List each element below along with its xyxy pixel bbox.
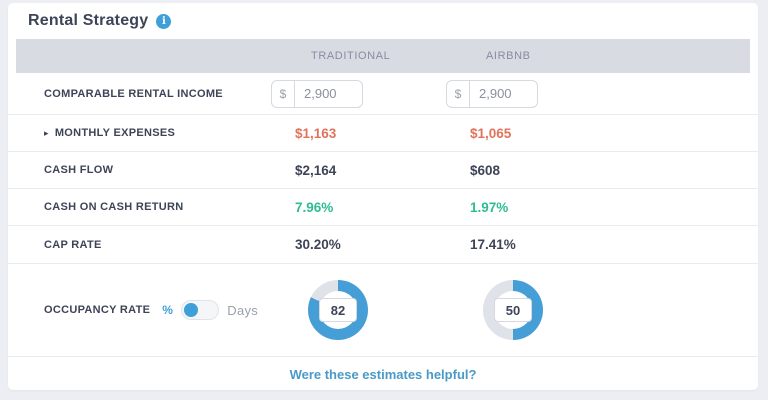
occupancy-donut-airbnb: 50 [483,280,543,340]
row-monthly-expenses[interactable]: ▸ MONTHLY EXPENSES $1,163 $1,065 [8,115,758,152]
expenses-value-traditional: $1,163 [295,125,337,141]
cap-rate-value-traditional: 30.20% [295,237,341,252]
occupancy-label-group: OCCUPANCY RATE % Days [44,300,271,320]
row-cash-on-cash-return: CASH ON CASH RETURN 7.96% 1.97% [8,189,758,226]
row-occupancy-rate: OCCUPANCY RATE % Days 82 50 [8,264,758,357]
toggle-knob[interactable] [184,303,199,317]
card-header: Rental Strategy i [8,3,758,39]
row-label-text: OCCUPANCY RATE [44,304,151,316]
estimates-helpful-link[interactable]: Were these estimates helpful? [289,367,477,382]
income-cell-traditional: $ [271,79,446,108]
coc-value-airbnb: 1.97% [470,199,509,215]
income-input-traditional[interactable]: $ [271,79,363,108]
page-title: Rental Strategy [28,12,149,29]
expand-caret-icon[interactable]: ▸ [44,127,49,138]
row-label: CASH ON CASH RETURN [44,201,184,213]
income-input-airbnb[interactable]: $ [446,79,538,108]
income-cell-airbnb: $ [446,79,621,108]
occupancy-donut-traditional: 82 [308,280,368,340]
income-field-traditional[interactable] [295,86,362,101]
cap-rate-value-airbnb: 17.41% [470,237,516,252]
occupancy-input-traditional[interactable]: 82 [319,298,357,322]
row-label-text: MONTHLY EXPENSES [54,127,176,139]
footer: Were these estimates helpful? [8,357,758,392]
row-label: COMPARABLE RENTAL INCOME [44,87,223,100]
row-label: CASH FLOW [44,164,114,176]
income-field-airbnb[interactable] [470,86,537,101]
days-unit-label[interactable]: Days [227,302,259,318]
column-header-airbnb: AIRBNB [486,50,531,62]
row-cap-rate: CAP RATE 30.20% 17.41% [8,226,758,264]
occupancy-donut-airbnb-wrap: 50 [446,280,621,340]
unit-toggle[interactable] [181,300,220,320]
occupancy-unit-toggle-group: % Days [162,300,258,320]
column-header-row: TRADITIONAL AIRBNB [16,39,750,73]
row-label[interactable]: ▸ MONTHLY EXPENSES [44,127,271,139]
rental-strategy-card: Rental Strategy i TRADITIONAL AIRBNB COM… [8,3,758,390]
cash-flow-value-airbnb: $608 [470,162,501,178]
coc-value-traditional: 7.96% [295,199,334,215]
row-comparable-rental-income: COMPARABLE RENTAL INCOME $ $ [8,73,758,115]
occupancy-donut-traditional-wrap: 82 [271,280,446,340]
occupancy-input-airbnb[interactable]: 50 [494,298,532,322]
row-cash-flow: CASH FLOW $2,164 $608 [8,152,758,189]
currency-prefix: $ [447,80,470,107]
currency-prefix: $ [272,80,295,107]
row-label: CAP RATE [44,238,102,251]
expenses-value-airbnb: $1,065 [470,125,512,141]
column-header-traditional: TRADITIONAL [311,50,391,62]
percent-unit-label[interactable]: % [162,303,174,317]
cash-flow-value-traditional: $2,164 [295,162,337,178]
info-icon[interactable]: i [156,13,172,29]
